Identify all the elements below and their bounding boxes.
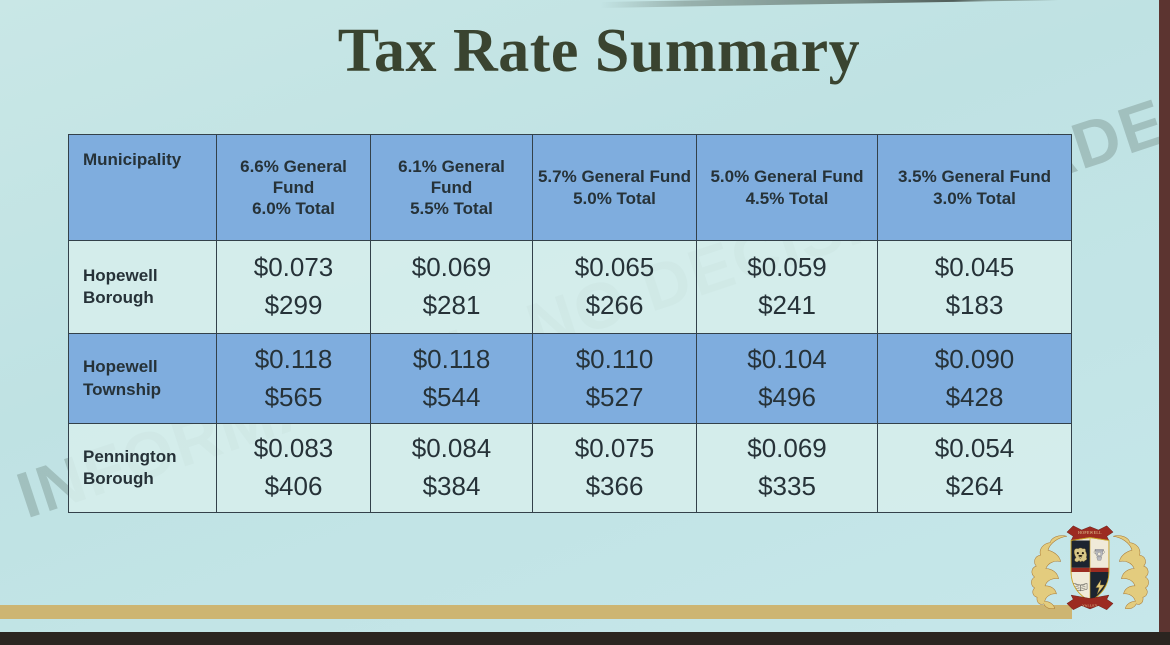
svg-text:HOPEWELL: HOPEWELL xyxy=(1078,531,1102,535)
svg-text:VALLEY: VALLEY xyxy=(1082,603,1098,607)
